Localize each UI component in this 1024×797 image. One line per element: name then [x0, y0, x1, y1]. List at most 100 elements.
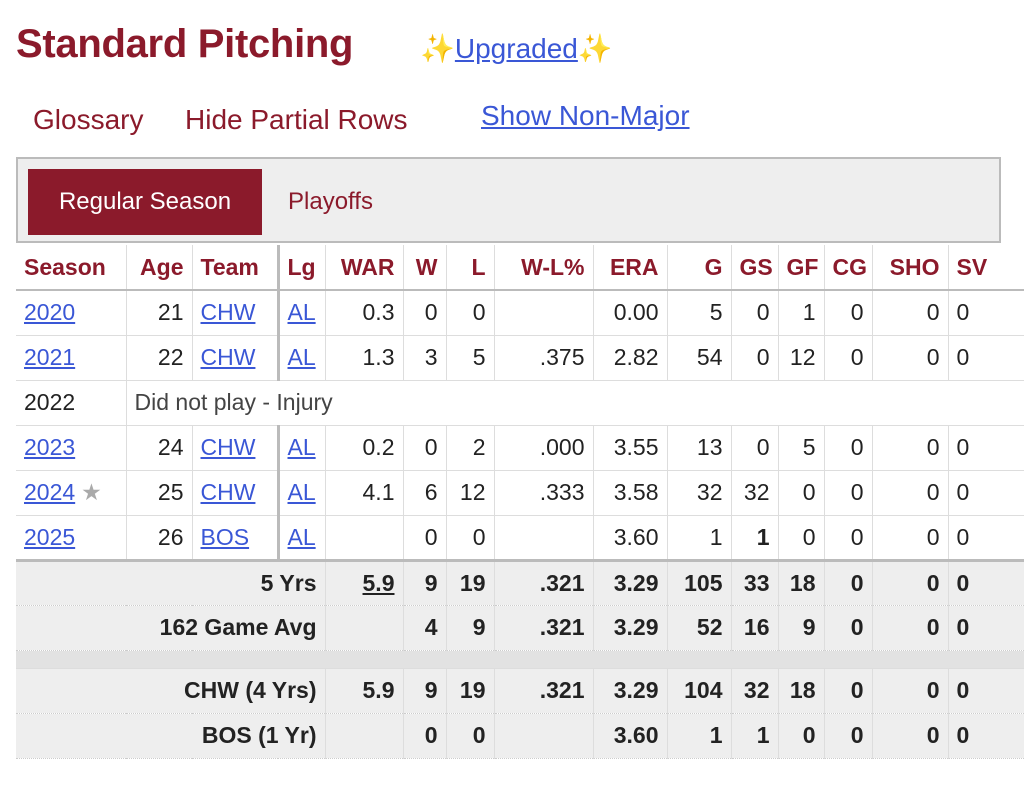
col-header-gs[interactable]: GS — [731, 245, 779, 291]
l-cell: 2 — [446, 425, 495, 471]
war-cell — [325, 713, 404, 759]
gs-cell: 32 — [731, 470, 779, 516]
war-total-cell[interactable]: 5.9 — [362, 569, 395, 596]
cg-cell: 0 — [824, 470, 873, 516]
team-link[interactable]: CHW — [200, 479, 256, 505]
season-link[interactable]: 2021 — [24, 344, 76, 370]
gf-cell: 1 — [778, 290, 825, 336]
season-link[interactable]: 2023 — [24, 434, 76, 460]
sparkle-icon: ✨ — [577, 33, 613, 64]
totals-label: BOS (1 Yr) — [16, 713, 326, 759]
gf-cell: 0 — [778, 713, 825, 759]
table-header-row: Season Age Team Lg WAR W L W-L% ERA G GS… — [16, 245, 1024, 291]
season-link[interactable]: 2020 — [24, 299, 76, 326]
col-header-age[interactable]: Age — [126, 245, 193, 291]
col-header-season[interactable]: Season — [16, 245, 127, 291]
g-cell: 54 — [667, 335, 732, 381]
cg-cell: 0 — [824, 335, 873, 381]
wlp-cell: .333 — [494, 470, 594, 516]
show-non-major-link[interactable]: Show Non-Major — [481, 100, 690, 131]
col-header-cg[interactable]: CG — [824, 245, 873, 291]
col-header-gf[interactable]: GF — [778, 245, 825, 291]
war-cell: 1.3 — [325, 335, 404, 381]
era-cell: 3.60 — [593, 713, 668, 759]
season-link[interactable]: 2024 — [24, 479, 76, 505]
league-link[interactable]: AL — [287, 523, 316, 550]
team-link[interactable]: CHW — [200, 344, 256, 370]
league-link[interactable]: AL — [287, 299, 316, 326]
page-title: Standard Pitching — [16, 22, 354, 66]
season-link[interactable]: 2025 — [24, 523, 76, 550]
sho-cell: 0 — [872, 605, 949, 651]
sho-cell: 0 — [872, 713, 949, 759]
era-cell: 3.29 — [593, 605, 668, 651]
g-cell: 1 — [667, 515, 732, 561]
hide-partial-rows-link[interactable]: Hide Partial Rows — [185, 104, 408, 135]
sv-cell: 0 — [948, 290, 1024, 336]
team-link[interactable]: CHW — [200, 299, 256, 326]
tab-regular-season[interactable]: Regular Season — [28, 169, 262, 235]
war-cell — [325, 515, 404, 561]
sv-cell: 0 — [948, 713, 1024, 759]
table-row: 2023 24 CHW AL 0.2 0 2 .000 3.55 13 0 5 … — [16, 425, 1024, 471]
gs-cell: 1 — [731, 713, 779, 759]
gf-cell: 0 — [778, 470, 825, 516]
gf-cell: 5 — [778, 425, 825, 471]
g-cell: 105 — [667, 558, 732, 606]
g-cell: 1 — [667, 713, 732, 759]
gs-cell: 32 — [731, 668, 779, 714]
col-header-w[interactable]: W — [403, 245, 447, 291]
wlp-cell — [494, 515, 594, 561]
gf-cell: 12 — [778, 335, 825, 381]
league-link[interactable]: AL — [287, 479, 316, 505]
col-header-lg[interactable]: Lg — [278, 245, 326, 291]
upgraded-link[interactable]: Upgraded — [454, 33, 578, 64]
league-link[interactable]: AL — [287, 434, 316, 460]
war-cell: 4.1 — [325, 470, 404, 516]
all-star-icon: ★ — [81, 479, 102, 505]
col-header-war[interactable]: WAR — [325, 245, 404, 291]
l-cell: 19 — [446, 558, 495, 606]
sv-cell: 0 — [948, 558, 1024, 606]
tab-playoffs[interactable]: Playoffs — [288, 188, 373, 215]
col-header-sv[interactable]: SV — [948, 245, 1024, 291]
sho-cell: 0 — [872, 470, 949, 516]
col-header-sho[interactable]: SHO — [872, 245, 949, 291]
gf-cell: 18 — [778, 558, 825, 606]
col-header-era[interactable]: ERA — [593, 245, 668, 291]
wlp-cell: .321 — [494, 668, 594, 714]
era-cell: 3.60 — [593, 515, 668, 561]
sho-cell: 0 — [872, 668, 949, 714]
l-cell: 5 — [446, 335, 495, 381]
col-header-g[interactable]: G — [667, 245, 732, 291]
sparkle-icon: ✨ — [420, 33, 455, 64]
gs-cell: 33 — [731, 558, 779, 606]
wlp-cell: .000 — [494, 425, 594, 471]
w-cell: 0 — [403, 713, 447, 759]
era-cell: 0.00 — [593, 290, 668, 336]
g-cell: 32 — [667, 470, 732, 516]
team-link[interactable]: BOS — [200, 523, 250, 550]
glossary-link[interactable]: Glossary — [33, 104, 144, 135]
sv-cell: 0 — [948, 668, 1024, 714]
col-header-team[interactable]: Team — [192, 245, 280, 291]
age-cell: 25 — [126, 470, 193, 516]
w-cell: 9 — [403, 558, 447, 606]
gf-cell: 0 — [778, 515, 825, 561]
tab-panel: Regular Season Playoffs — [16, 157, 1001, 243]
totals-row: BOS (1 Yr) 0 0 3.60 1 1 0 0 0 0 — [16, 713, 1024, 759]
sho-cell: 0 — [872, 515, 949, 561]
col-header-wlp[interactable]: W-L% — [494, 245, 594, 291]
cg-cell: 0 — [824, 290, 873, 336]
did-not-play-note: Did not play - Injury — [126, 380, 1024, 426]
table-row: 2025 26 BOS AL 0 0 3.60 1 1 0 0 0 0 — [16, 515, 1024, 561]
sv-cell: 0 — [948, 605, 1024, 651]
league-link[interactable]: AL — [287, 344, 316, 370]
gf-cell: 18 — [778, 668, 825, 714]
table-row: 2024 ★ 25 CHW AL 4.1 6 12 .333 3.58 32 32… — [16, 470, 1024, 516]
w-cell: 4 — [403, 605, 447, 651]
table-row: 2022 Did not play - Injury — [16, 380, 1024, 426]
war-cell: 0.3 — [325, 290, 404, 336]
col-header-l[interactable]: L — [446, 245, 495, 291]
team-link[interactable]: CHW — [200, 434, 256, 460]
